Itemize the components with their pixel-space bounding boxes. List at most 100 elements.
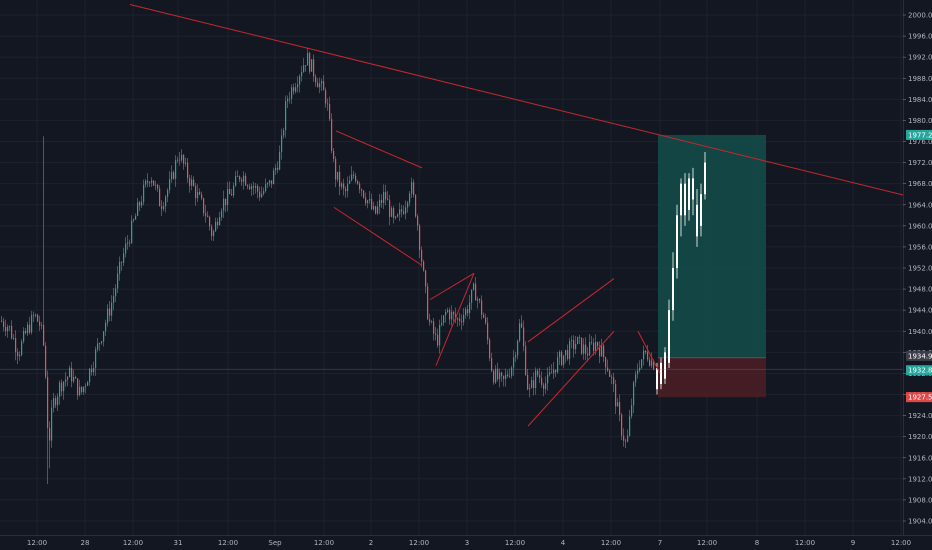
candle-body — [603, 345, 605, 358]
candle-body — [289, 98, 291, 100]
candle-body — [279, 151, 281, 170]
candle-body — [15, 338, 17, 353]
candle-body — [625, 440, 627, 442]
candle-body — [387, 199, 389, 201]
candle-body — [605, 357, 607, 368]
white-candle-body — [700, 194, 702, 226]
candle-body — [79, 386, 81, 396]
white-candle-body — [704, 162, 706, 195]
candle-body — [417, 216, 419, 226]
price-tick-label: 1980.00 — [908, 117, 932, 125]
candle-body — [121, 261, 123, 263]
candle-body — [463, 314, 465, 323]
candle-body — [539, 375, 541, 378]
candle-body — [35, 314, 37, 316]
time-tick-label: 9 — [851, 539, 855, 547]
price-badge-target: 1977.25 — [906, 129, 932, 140]
candle-body — [207, 215, 209, 217]
candle-body — [423, 261, 425, 271]
candle-body — [173, 172, 175, 179]
candle-body — [37, 314, 39, 322]
candle-body — [481, 300, 483, 315]
candle-body — [275, 167, 277, 171]
candle-body — [633, 382, 635, 406]
candle-body — [75, 377, 77, 379]
candle-body — [215, 221, 217, 232]
candle-body — [649, 359, 651, 366]
white-candle-body — [692, 178, 694, 200]
candle-body — [71, 367, 73, 382]
candle-body — [495, 368, 497, 383]
candle-series — [1, 47, 655, 485]
candle-body — [527, 374, 529, 390]
candle-body — [297, 84, 299, 88]
candle-body — [347, 183, 349, 192]
candle-body — [653, 360, 655, 370]
candle-body — [115, 288, 117, 297]
candle-body — [105, 322, 107, 332]
candle-body — [181, 155, 183, 161]
candle-body — [483, 314, 485, 318]
candle-body — [399, 209, 401, 215]
candle-body — [285, 101, 287, 131]
candle-body — [205, 213, 207, 216]
price-tick-label: 1956.00 — [908, 243, 932, 251]
candle-body — [557, 357, 559, 373]
time-tick-label: 28 — [81, 539, 90, 547]
candle-body — [203, 198, 205, 214]
candle-body — [379, 199, 381, 207]
candle-body — [65, 379, 67, 382]
price-axis[interactable]: 1904.00 1908.00 1912.00 1916.00 1920.00 1924.… — [903, 0, 932, 550]
price-tick-label: 1976.00 — [908, 138, 932, 146]
candle-body — [107, 308, 109, 323]
candle-body — [139, 202, 141, 206]
candle-body — [187, 162, 189, 179]
time-axis[interactable]: 12:00 28 12:00 31 12:00 Sep 12:00 2 12:00 3 12:00 4… — [0, 535, 932, 550]
candle-body — [393, 208, 395, 218]
candle-body — [39, 321, 41, 326]
time-tick-label: 31 — [174, 539, 183, 547]
time-tick-label: 12:00 — [218, 539, 238, 547]
candle-body — [307, 53, 309, 66]
candle-body — [201, 194, 203, 199]
trend-line — [333, 206, 423, 266]
candle-body — [257, 186, 259, 192]
candle-body — [55, 398, 57, 406]
candle-body — [321, 81, 323, 84]
candle-body — [355, 175, 357, 182]
white-candle-body — [668, 310, 670, 363]
price-tick-label: 1984.00 — [908, 96, 932, 104]
candle-body — [301, 72, 303, 77]
candle-body — [497, 368, 499, 380]
price-badge-label: 1977.25 — [908, 131, 932, 139]
candle-body — [613, 377, 615, 385]
candle-body — [153, 180, 155, 186]
candle-body — [517, 340, 519, 356]
candle-body — [373, 206, 375, 209]
candle-body — [371, 199, 373, 209]
price-tick-label: 1996.00 — [908, 33, 932, 41]
candle-body — [341, 183, 343, 187]
candle-body — [57, 396, 59, 406]
candle-body — [263, 191, 265, 194]
candle-body — [291, 87, 293, 99]
candle-body — [635, 374, 637, 383]
candle-body — [175, 160, 177, 179]
candle-body — [43, 324, 45, 346]
candle-body — [89, 368, 91, 383]
price-tick-label: 1992.00 — [908, 54, 932, 62]
candle-body — [29, 324, 31, 333]
candle-body — [271, 180, 273, 185]
candle-body — [17, 352, 19, 357]
candle-body — [225, 198, 227, 206]
candle-body — [645, 350, 647, 353]
candle-body — [47, 376, 49, 428]
candle-body — [375, 206, 377, 214]
trend-lines — [129, 3, 932, 427]
candle-body — [345, 188, 347, 192]
white-candle-body — [688, 178, 690, 211]
candle-body — [623, 435, 625, 441]
candle-body — [621, 414, 623, 436]
candle-body — [439, 325, 441, 346]
